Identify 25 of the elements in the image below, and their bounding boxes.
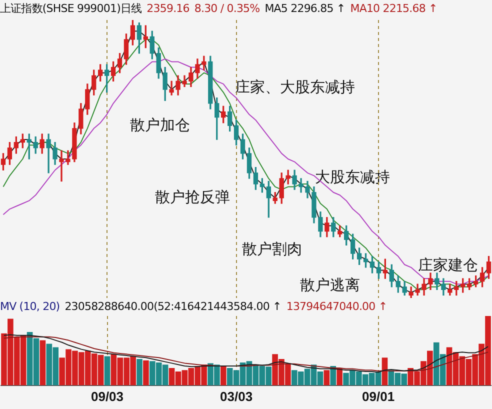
text: 13794647040.00 ↑ bbox=[286, 300, 388, 313]
annotation: 散户割肉 bbox=[242, 240, 302, 259]
annotation: 庄家建仓 bbox=[418, 256, 478, 275]
text: MA5 2296.85 ↑ bbox=[264, 2, 346, 15]
x-tick-label: 09/03 bbox=[90, 388, 124, 404]
bar bbox=[143, 360, 149, 386]
x-tick-label: 09/01 bbox=[362, 388, 395, 404]
bar bbox=[220, 366, 226, 386]
text: 23058288640.00(52:416421443584.00 ↑ bbox=[64, 300, 282, 313]
annotation: 散户逃离 bbox=[300, 276, 360, 295]
annotation: 散户加仓 bbox=[130, 116, 190, 135]
chart-title: MV (10, 20) bbox=[0, 300, 60, 313]
bar bbox=[40, 340, 46, 386]
text: 8.30 / 0.35% bbox=[194, 2, 260, 15]
chart-title: 上证指数(SHSE 999001)日线 bbox=[0, 2, 142, 15]
bar bbox=[324, 370, 330, 386]
annotation: 散户抢反弹 bbox=[155, 188, 230, 207]
bar bbox=[104, 356, 110, 386]
bar bbox=[136, 359, 142, 386]
bar bbox=[336, 368, 342, 386]
bar bbox=[330, 366, 336, 386]
x-tick-label: 03/03 bbox=[220, 388, 253, 404]
annotation: 庄家、大股东减持 bbox=[235, 78, 355, 97]
text: 2359.16 bbox=[146, 2, 190, 15]
text: MA10 2215.68 ↑ bbox=[350, 2, 438, 15]
